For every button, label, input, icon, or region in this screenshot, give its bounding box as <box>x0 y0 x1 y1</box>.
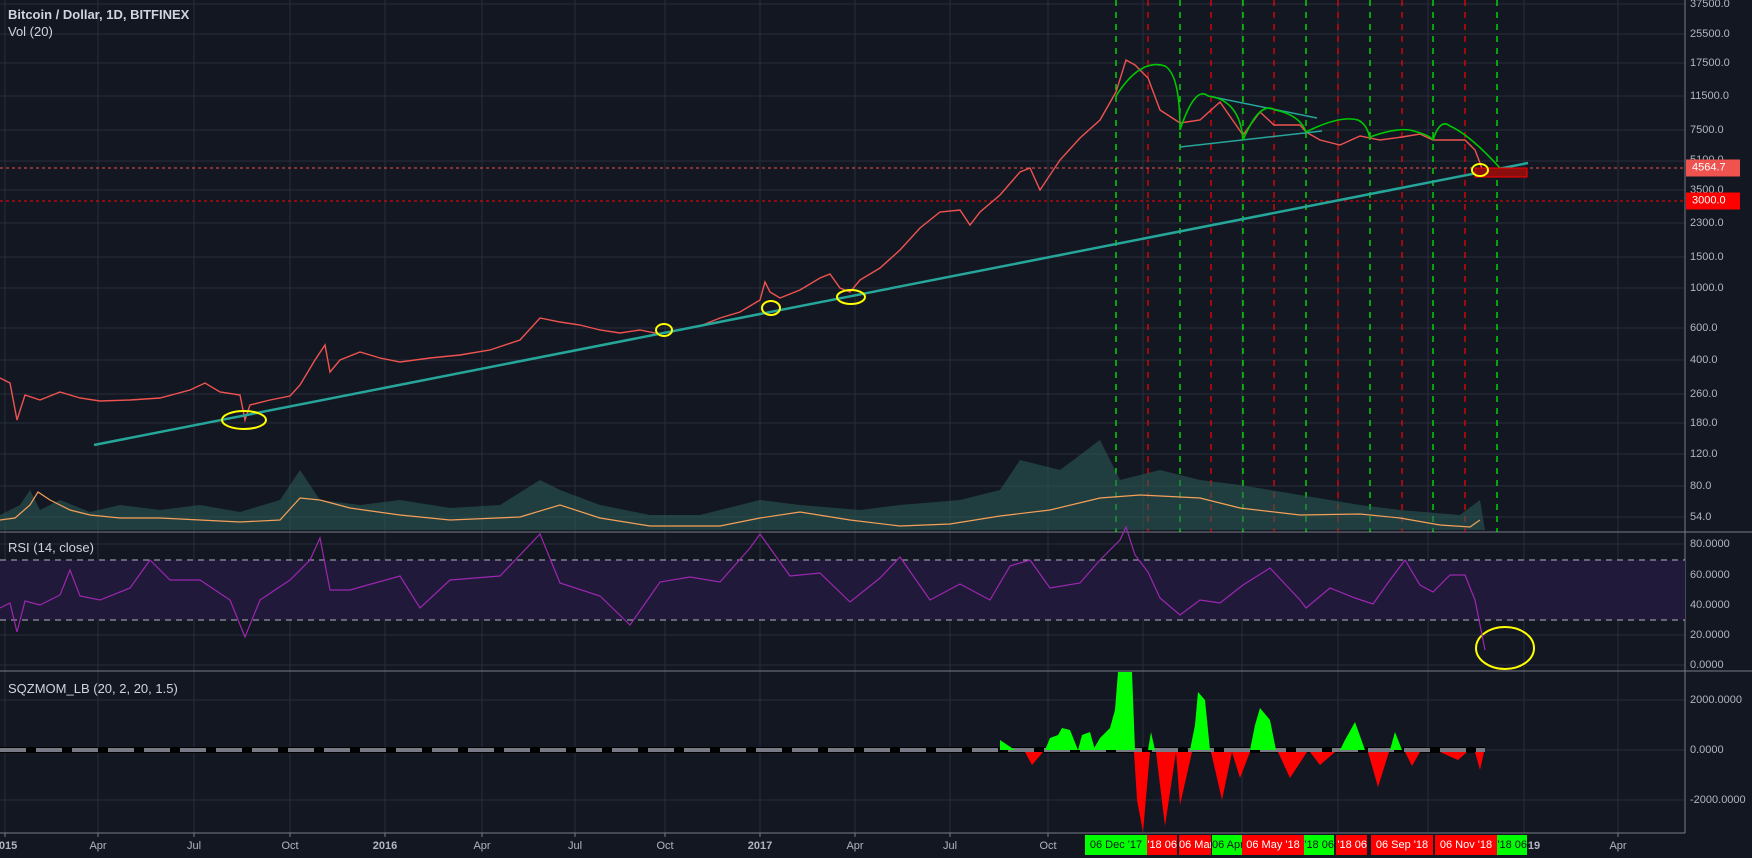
price-tick: 37500.0 <box>1690 0 1730 10</box>
price-tick: 25500.0 <box>1690 28 1730 40</box>
chart-title: Bitcoin / Dollar, 1D, BITFINEX <box>8 7 190 22</box>
date-marker[interactable]: 06 Nov '18 <box>1435 835 1497 855</box>
rsi-tick: 60.0000 <box>1690 569 1730 581</box>
price-tick: 11500.0 <box>1690 90 1729 102</box>
time-tick: Oct <box>656 840 674 852</box>
cycle-lines-red[interactable] <box>1147 0 1466 532</box>
time-tick: 2015 <box>0 840 18 852</box>
rsi-tick: 80.0000 <box>1690 538 1730 550</box>
price-tick: 260.0 <box>1690 388 1718 400</box>
date-marker[interactable]: 06 Dec '17 <box>1085 835 1147 855</box>
date-marker[interactable]: 06 Jul '18 <box>1336 835 1367 855</box>
rsi-band <box>0 560 1685 620</box>
date-marker[interactable]: 06 Jan '18 <box>1147 835 1177 855</box>
price-tick: 80.0 <box>1690 480 1712 492</box>
time-tick: 2017 <box>747 840 773 852</box>
date-marker[interactable]: 06 Apr '18 <box>1212 835 1242 855</box>
sqzmom-indicator-label[interactable]: SQZMOM_LB (20, 2, 20, 1.5) <box>8 681 178 696</box>
volume-bars <box>0 440 1485 530</box>
time-tick: Apr <box>846 840 864 852</box>
lower-high-arcs[interactable] <box>1115 63 1501 169</box>
pane-separators <box>0 0 1752 834</box>
grid <box>0 0 1685 833</box>
volume-ma-line <box>0 491 1481 528</box>
date-marker[interactable]: 06 May '18 <box>1242 835 1304 855</box>
rsi-indicator-label[interactable]: RSI (14, close) <box>8 540 94 555</box>
time-tick: Oct <box>281 840 299 852</box>
price-tick: 600.0 <box>1690 322 1718 334</box>
time-tick: Jul <box>567 840 583 852</box>
time-tick: Apr <box>473 840 491 852</box>
target-zone-box[interactable] <box>1474 167 1528 178</box>
sqzmom-tick: 2000.0000 <box>1690 694 1742 706</box>
price-tick: 1500.0 <box>1690 251 1724 263</box>
rsi-tick: 40.0000 <box>1690 599 1730 611</box>
cycle-lines-green[interactable] <box>1115 0 1498 532</box>
rsi-tick: 0.0000 <box>1690 659 1724 671</box>
sqzmom-tick: -2000.0000 <box>1690 794 1746 806</box>
rsi-tick: 20.0000 <box>1690 629 1730 641</box>
time-tick: Oct <box>1039 840 1057 852</box>
time-tick: 2016 <box>372 840 398 852</box>
time-tick: Apr <box>89 840 107 852</box>
volume-indicator-label[interactable]: Vol (20) <box>8 24 53 39</box>
date-marker[interactable]: 06 Sep '18 <box>1371 835 1433 855</box>
sqzmom-tick: 0.0000 <box>1690 744 1724 756</box>
price-tick: 2300.0 <box>1690 217 1724 229</box>
price-line-down <box>0 58 1485 423</box>
annotation-circles[interactable] <box>221 163 1535 670</box>
triangle-upper-line[interactable] <box>1207 95 1318 119</box>
time-tick: Jul <box>942 840 958 852</box>
current-price-badge: 4564.7 <box>1686 159 1740 177</box>
price-tick: 180.0 <box>1690 417 1718 429</box>
time-tick: 19 <box>1527 840 1541 852</box>
price-tick: 400.0 <box>1690 354 1718 366</box>
support-trendline[interactable] <box>93 161 1529 447</box>
triangle-lower-line[interactable] <box>1179 130 1323 148</box>
date-marker[interactable]: 06 Mar '18 <box>1179 835 1211 855</box>
date-marker[interactable]: 06 Dec '18 <box>1497 835 1527 855</box>
price-tick: 1000.0 <box>1690 282 1724 294</box>
rsi-line <box>0 525 1486 651</box>
time-axis-ticks <box>4 833 1619 837</box>
time-tick: Jul <box>186 840 202 852</box>
price-tick: 7500.0 <box>1690 124 1724 136</box>
level-price-badge: 3000.0 <box>1686 192 1740 210</box>
price-tick: 54.0 <box>1690 511 1712 523</box>
sqzmom-histogram <box>1000 672 1484 832</box>
date-marker[interactable]: 06 Jun '18 <box>1304 835 1334 855</box>
price-tick: 17500.0 <box>1690 57 1730 69</box>
time-tick: Apr <box>1609 840 1627 852</box>
price-tick: 120.0 <box>1690 448 1718 460</box>
